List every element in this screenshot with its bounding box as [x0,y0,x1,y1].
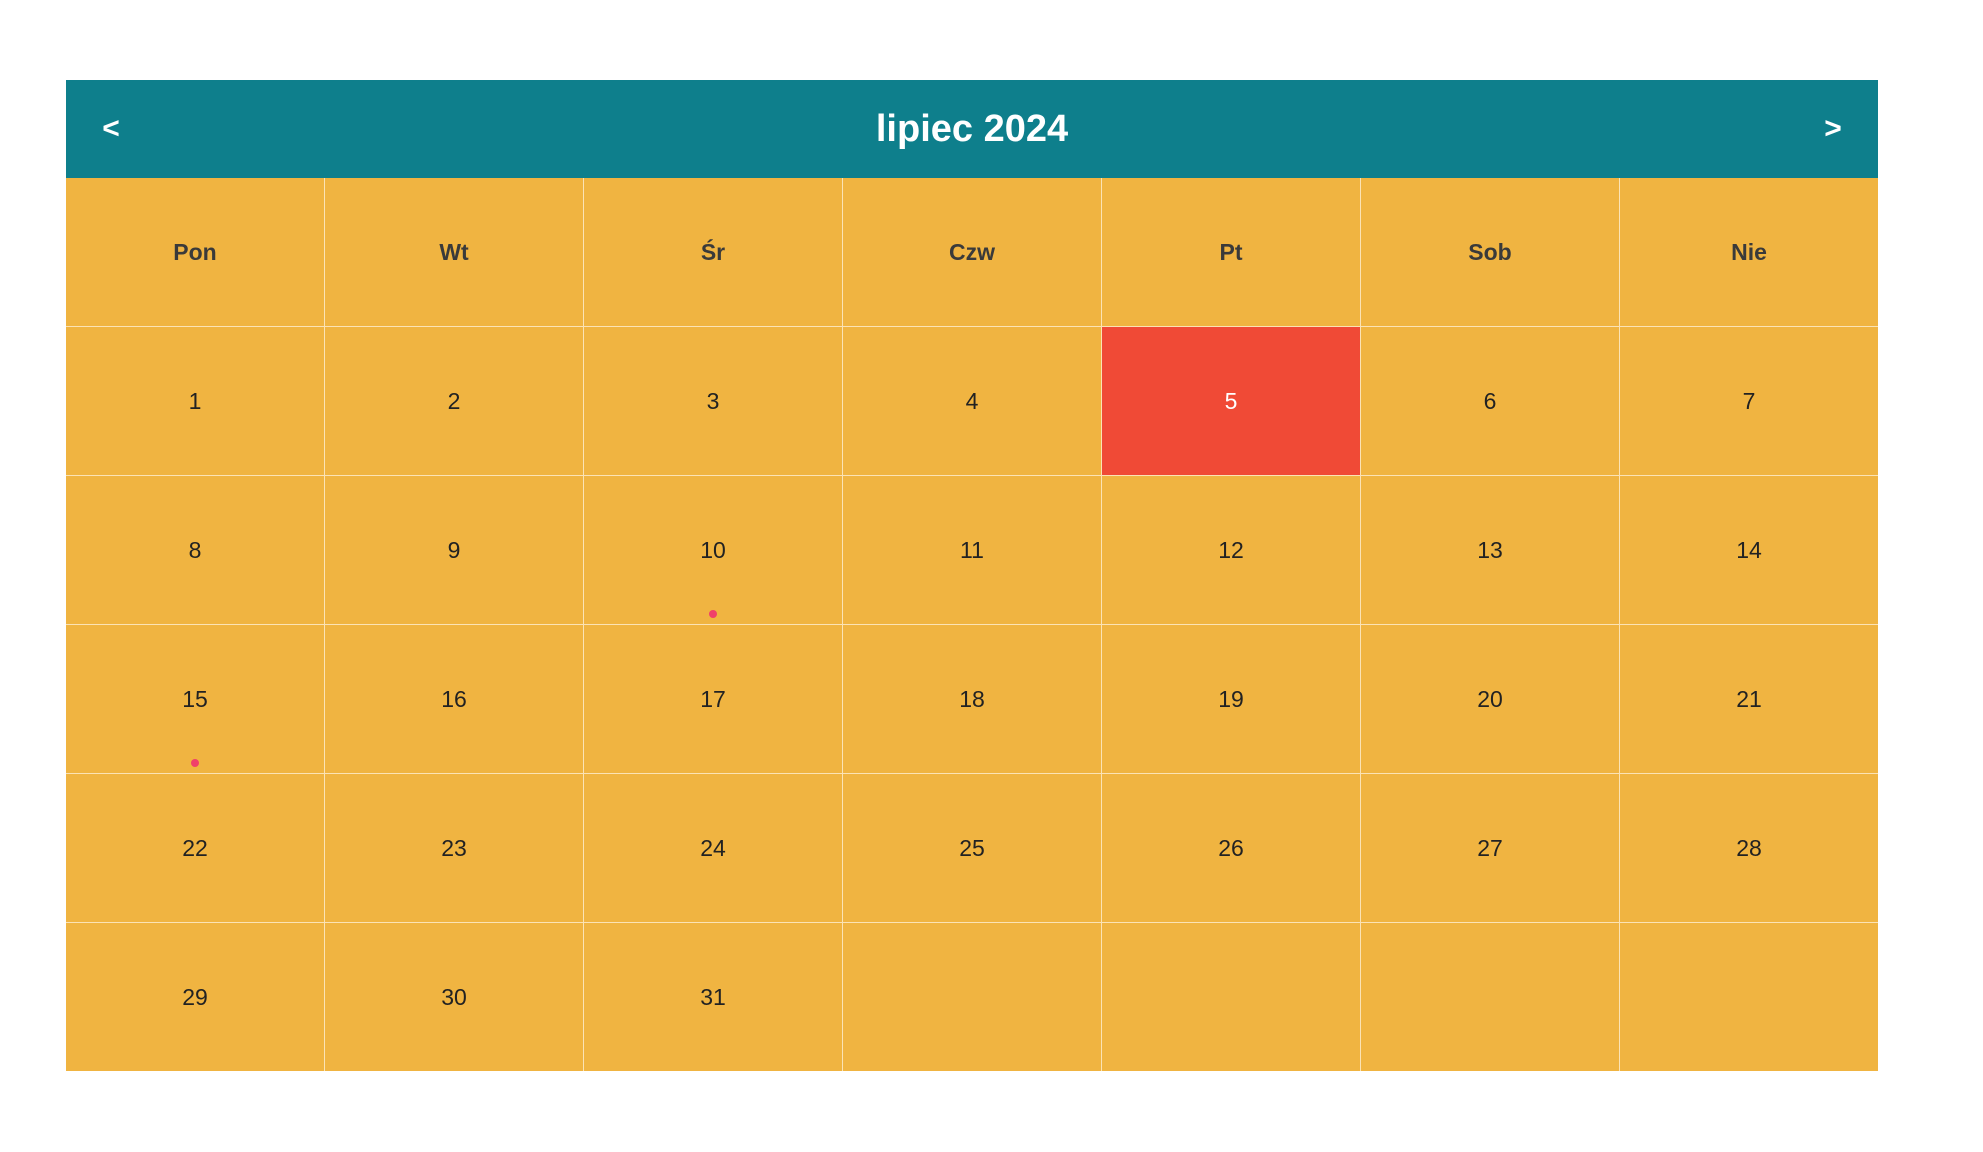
day-cell[interactable]: 30 [325,923,583,1071]
day-cell[interactable]: 6 [1361,327,1619,475]
day-cell[interactable]: 31 [584,923,842,1071]
day-cell[interactable]: 7 [1620,327,1878,475]
day-cell[interactable]: 26 [1102,774,1360,922]
event-dot-icon [191,759,199,767]
day-cell[interactable]: 8 [66,476,324,624]
day-cell[interactable]: 4 [843,327,1101,475]
day-cell[interactable]: 15 [66,625,324,773]
calendar: < lipiec 2024 > Pon Wt Śr Czw Pt Sob Nie… [66,80,1878,1071]
day-cell[interactable]: 20 [1361,625,1619,773]
day-cell[interactable]: 18 [843,625,1101,773]
weekday-thu: Czw [843,178,1101,326]
weekday-sun: Nie [1620,178,1878,326]
day-cell[interactable]: 21 [1620,625,1878,773]
weekday-mon: Pon [66,178,324,326]
calendar-grid: Pon Wt Śr Czw Pt Sob Nie 1 2 3 4 5 6 7 8… [66,178,1878,1071]
day-cell[interactable]: 13 [1361,476,1619,624]
day-cell[interactable]: 9 [325,476,583,624]
day-cell[interactable]: 3 [584,327,842,475]
day-cell[interactable]: 27 [1361,774,1619,922]
calendar-header: < lipiec 2024 > [66,80,1878,178]
empty-day-cell [1361,923,1619,1071]
day-cell[interactable]: 17 [584,625,842,773]
weekday-wed: Śr [584,178,842,326]
day-cell[interactable]: 2 [325,327,583,475]
day-cell[interactable]: 22 [66,774,324,922]
day-cell-today[interactable]: 5 [1102,327,1360,475]
empty-day-cell [1102,923,1360,1071]
day-cell[interactable]: 12 [1102,476,1360,624]
day-cell[interactable]: 1 [66,327,324,475]
day-cell[interactable]: 23 [325,774,583,922]
next-month-button[interactable]: > [1788,80,1878,178]
day-cell[interactable]: 25 [843,774,1101,922]
event-dot-icon [709,610,717,618]
day-cell[interactable]: 19 [1102,625,1360,773]
empty-day-cell [843,923,1101,1071]
empty-day-cell [1620,923,1878,1071]
day-cell[interactable]: 14 [1620,476,1878,624]
month-title: lipiec 2024 [875,107,1069,150]
day-cell[interactable]: 16 [325,625,583,773]
weekday-fri: Pt [1102,178,1360,326]
weekday-sat: Sob [1361,178,1619,326]
day-cell[interactable]: 29 [66,923,324,1071]
day-cell[interactable]: 24 [584,774,842,922]
day-cell[interactable]: 28 [1620,774,1878,922]
day-cell[interactable]: 11 [843,476,1101,624]
weekday-tue: Wt [325,178,583,326]
prev-month-button[interactable]: < [66,80,156,178]
day-cell[interactable]: 10 [584,476,842,624]
